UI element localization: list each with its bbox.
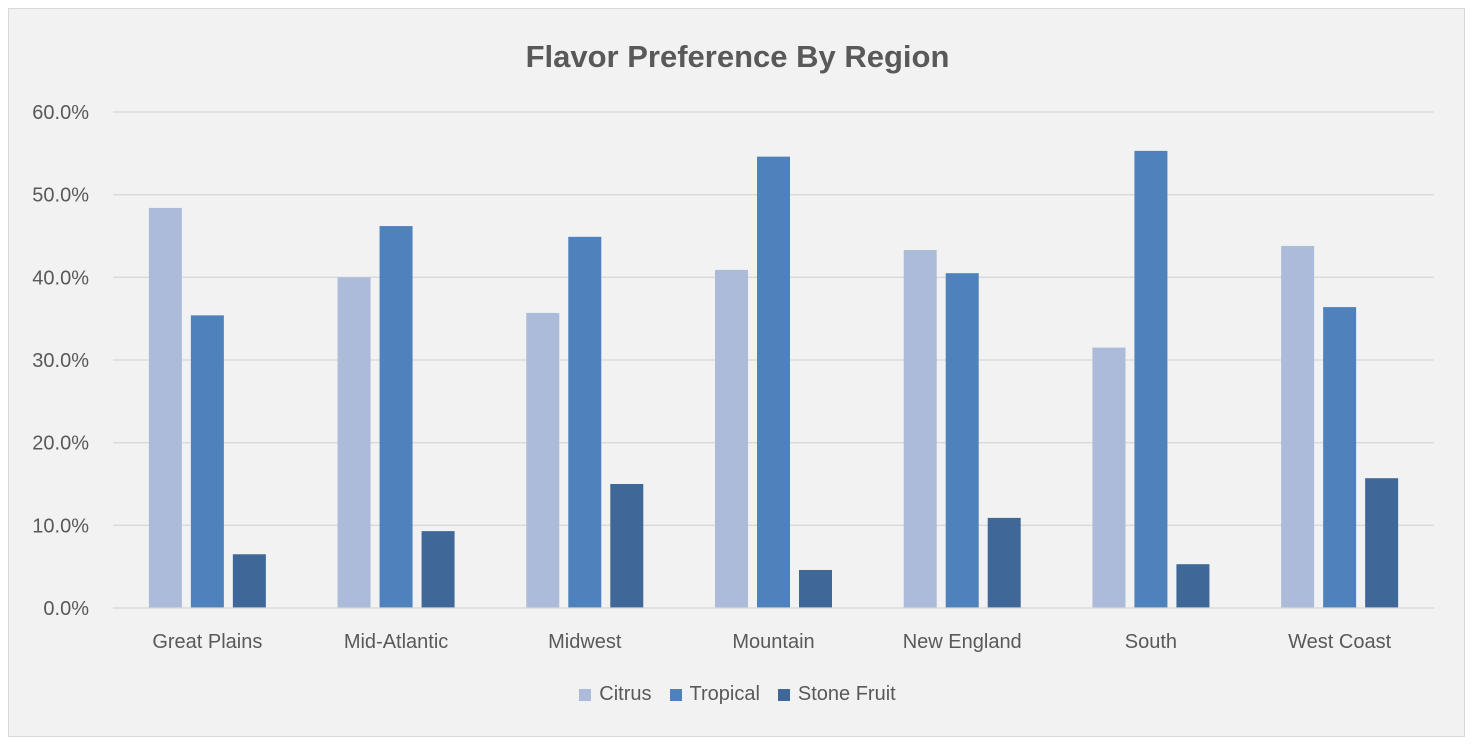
legend-swatch (669, 688, 682, 701)
bar-tropical-mid-atlantic (379, 226, 413, 608)
chart-area: Flavor Preference By Region 0.0% 10.0% 20.… (8, 8, 1465, 737)
bar-tropical-mountain (757, 156, 790, 608)
bar-stone-fruit-mid-atlantic (421, 531, 455, 608)
bar-citrus-new-england (903, 250, 937, 608)
x-tick-label: New England (903, 631, 1022, 653)
y-tick-label: 0.0% (43, 598, 89, 620)
x-tick-label: West Coast (1288, 631, 1391, 653)
legend: Citrus Tropical Stone Fruit (9, 683, 1466, 706)
bar-tropical-new-england (945, 273, 979, 608)
x-tick-label: Midwest (548, 631, 622, 653)
y-tick-label: 10.0% (32, 515, 89, 537)
x-tick-label: Great Plains (152, 631, 262, 653)
legend-label: Tropical (689, 683, 760, 705)
legend-item-tropical: Tropical (669, 683, 760, 706)
bar-stone-fruit-great-plains (232, 554, 266, 608)
legend-item-citrus: Citrus (579, 683, 652, 706)
x-tick-label: Mid-Atlantic (344, 631, 448, 653)
bar-stone-fruit-mountain (799, 569, 832, 608)
legend-swatch (777, 688, 790, 701)
legend-label: Citrus (599, 683, 652, 705)
bar-tropical-west-coast (1323, 307, 1357, 608)
x-tick-label: Mountain (732, 631, 814, 653)
bar-stone-fruit-midwest (610, 484, 644, 608)
x-tick-label: South (1125, 631, 1177, 653)
bar-citrus-south (1092, 347, 1126, 608)
bar-citrus-mountain (715, 269, 748, 608)
bar-tropical-south (1134, 150, 1168, 608)
chart-title: Flavor Preference By Region (525, 39, 950, 74)
y-tick-label: 40.0% (32, 267, 89, 289)
legend-item-stone-fruit: Stone Fruit (777, 683, 896, 706)
bar-tropical-great-plains (190, 315, 224, 608)
y-tick-label: 30.0% (32, 350, 89, 372)
bar-stone-fruit-south (1176, 564, 1210, 608)
bar-stone-fruit-new-england (987, 517, 1021, 608)
bar-stone-fruit-west-coast (1365, 478, 1399, 608)
y-tick-label: 60.0% (32, 102, 89, 124)
bar-citrus-great-plains (148, 207, 182, 609)
bar-tropical-midwest (568, 236, 602, 608)
bar-citrus-west-coast (1281, 245, 1315, 609)
bar-citrus-midwest (526, 312, 560, 608)
bar-citrus-mid-atlantic (337, 277, 371, 608)
legend-label: Stone Fruit (797, 683, 896, 705)
plot-area: 0.0% 10.0% 20.0% 30.0% 40.0% 50.0% 60.0% Great … (32, 102, 1434, 653)
y-tick-label: 20.0% (32, 433, 89, 455)
y-tick-label: 50.0% (32, 185, 89, 207)
legend-swatch (579, 688, 592, 701)
